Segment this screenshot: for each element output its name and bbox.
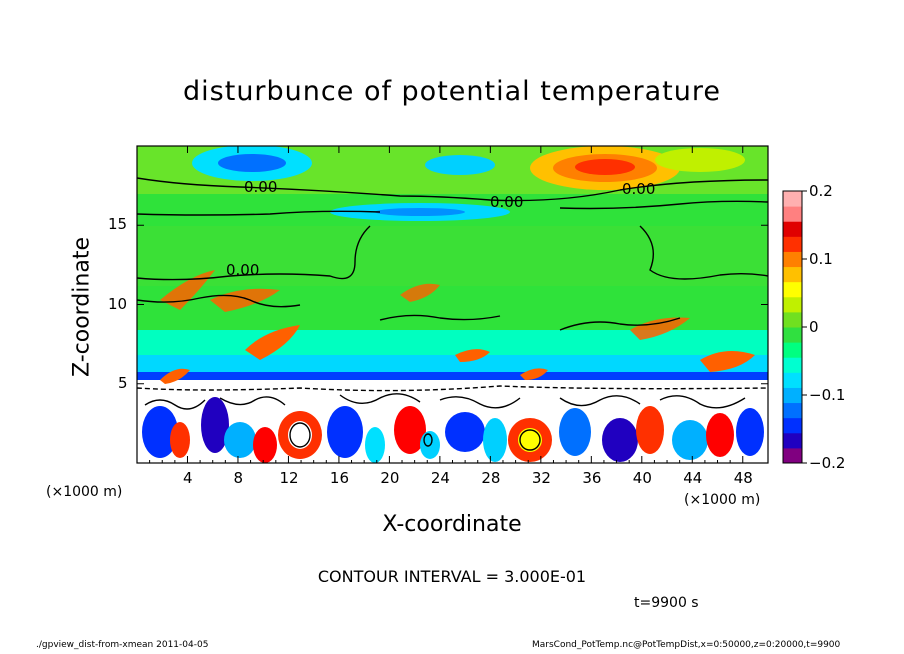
colorbar-swatch [783, 447, 802, 464]
x-tick-label: 4 [182, 469, 193, 487]
y-tick-label: 5 [118, 373, 128, 392]
contour-label: 0.00 [244, 178, 278, 196]
colorbar [783, 190, 807, 464]
x-axis-label: X-coordinate [382, 512, 522, 537]
colorbar-swatch [783, 417, 802, 434]
cold-core [375, 208, 465, 216]
x-tick-label: 28 [481, 469, 501, 487]
colorbar-swatch [783, 327, 802, 343]
x-tick-label: 36 [582, 469, 602, 487]
contour-label: 0.00 [226, 261, 260, 279]
colorbar-label: 0.1 [809, 250, 833, 268]
contour-interval: CONTOUR INTERVAL = 3.000E-01 [317, 567, 587, 586]
x-tick-label: 20 [380, 469, 400, 487]
colorbar-swatch [783, 311, 802, 328]
contour-label: 0.00 [622, 180, 656, 198]
colorbar-swatch [783, 221, 802, 237]
warm-patch [655, 148, 745, 172]
colorbar-label: 0 [809, 318, 819, 336]
x-unit-left: (×1000 m) [46, 484, 123, 500]
x-tick-label: 16 [329, 469, 349, 487]
colorbar-swatch [783, 357, 802, 373]
footer-right: MarsCond_PotTemp.nc@PotTempDist,x=0:5000… [532, 640, 841, 650]
x-tick-label: 44 [683, 469, 703, 487]
rising-plumes [160, 270, 755, 384]
footer-left: ./gpview_dist-from-xmean 2011-04-05 [36, 640, 209, 650]
lower-band [137, 355, 768, 377]
x-tick-label: 48 [733, 469, 753, 487]
x-tick-label: 8 [233, 469, 243, 487]
heatmap-field [137, 146, 768, 463]
x-tick-label: 32 [531, 469, 551, 487]
colorbar-label: 0.2 [809, 182, 833, 200]
colorbar-swatch [783, 236, 802, 252]
colorbar-frame [782, 190, 803, 464]
warm-core [575, 159, 635, 175]
colorbar-label: −0.1 [809, 386, 846, 404]
cold-core [218, 154, 286, 172]
colorbar-swatch [783, 281, 802, 298]
time-label: t=9900 s [634, 595, 699, 611]
colorbar-swatch [783, 251, 802, 268]
colorbar-swatch [783, 266, 802, 283]
x-tick-label: 24 [430, 469, 450, 487]
x-tick-label: 40 [632, 469, 652, 487]
x-tick-label: 12 [279, 469, 299, 487]
colorbar-swatch [783, 372, 802, 388]
y-axis-ticks [137, 224, 768, 385]
cold-patch [425, 155, 495, 175]
colorbar-swatch [783, 296, 802, 313]
contour-label: 0.00 [490, 193, 524, 211]
y-tick-label: 10 [108, 294, 128, 313]
y-axis-label: Z-coordinate [69, 237, 95, 377]
contour-lines [137, 177, 768, 451]
colorbar-swatch [783, 342, 802, 358]
colorbar-swatch [783, 191, 802, 207]
colorbar-swatch [783, 432, 802, 449]
x-axis-ticks [149, 146, 744, 463]
chart-title: disturbunce of potential temperature [183, 76, 721, 107]
colorbar-label: −0.2 [809, 454, 846, 472]
colorbar-swatch [783, 387, 802, 404]
colorbar-swatch [783, 402, 802, 419]
lower-band [137, 372, 768, 380]
surface-eddies [142, 397, 764, 463]
x-unit-right: (×1000 m) [684, 492, 761, 508]
colorbar-swatch [783, 206, 802, 222]
y-tick-label: 15 [108, 215, 128, 234]
